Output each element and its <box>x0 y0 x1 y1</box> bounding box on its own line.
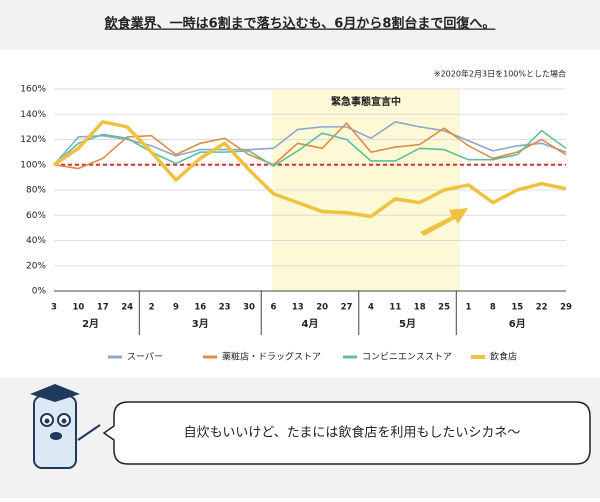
note: ※2020年2月3日を100%とした場合 <box>434 69 566 79</box>
y-tick-label: 120% <box>20 135 46 145</box>
bubble-text: 自炊もいいけど、たまには飲食店を利用もしたいシカネ〜 <box>184 425 521 441</box>
x-tick-label: 29 <box>560 303 572 313</box>
x-tick-label: 3 <box>51 303 57 313</box>
header-band <box>0 0 600 50</box>
month-label: 2月 <box>82 318 99 330</box>
month-label: 4月 <box>302 318 319 330</box>
legend-label: コンビニエンスストア <box>362 352 452 363</box>
y-tick-label: 20% <box>26 261 46 271</box>
x-tick-label: 9 <box>173 303 179 313</box>
x-tick-label: 23 <box>219 303 231 313</box>
x-tick-label: 22 <box>536 303 548 313</box>
series-line <box>53 121 567 166</box>
x-tick-label: 17 <box>97 303 109 313</box>
legend-label: 薬粧店・ドラッグストア <box>222 351 321 363</box>
mascot <box>30 384 101 469</box>
trend-arrow <box>420 208 468 236</box>
x-tick-label: 27 <box>341 303 353 313</box>
x-tick-label: 1 <box>466 303 472 313</box>
x-tick-label: 18 <box>414 303 426 313</box>
legend-label: スーパー <box>127 352 163 363</box>
month-label: 3月 <box>192 318 209 330</box>
series-line <box>53 120 567 219</box>
x-tick-label: 20 <box>316 303 328 313</box>
y-tick-label: 60% <box>26 211 46 221</box>
x-tick-label: 13 <box>292 303 304 313</box>
x-tick-label: 15 <box>511 303 523 313</box>
x-tick-label: 4 <box>368 303 374 313</box>
x-tick-label: 6 <box>270 303 276 313</box>
y-tick-label: 0% <box>32 287 47 297</box>
y-tick-label: 80% <box>26 186 46 196</box>
x-tick-label: 30 <box>243 303 255 313</box>
y-tick-label: 40% <box>26 236 46 246</box>
x-tick-label: 16 <box>194 303 206 313</box>
x-tick-label: 24 <box>121 303 133 313</box>
month-label: 6月 <box>509 318 526 330</box>
x-tick-label: 25 <box>438 303 450 313</box>
y-tick-label: 160% <box>20 85 46 95</box>
x-tick-label: 8 <box>490 303 496 313</box>
month-label: 5月 <box>399 318 416 330</box>
series-line <box>53 122 567 170</box>
series-line <box>53 129 567 167</box>
plot: 0%20%40%60%80%100%120%140%160%3 10 17 24 2 9 1… <box>20 85 572 363</box>
y-tick-label: 100% <box>20 160 46 170</box>
x-tick-label: 2 <box>149 303 155 313</box>
x-tick-label: 11 <box>389 303 401 313</box>
speech-bubble <box>102 401 591 465</box>
chart-title: 飲食業界、一時は6割まで落ち込むも、6月から8割台まで回復へ。 <box>104 16 496 32</box>
y-tick-label: 140% <box>20 110 46 120</box>
x-tick-label: 10 <box>72 303 84 313</box>
legend-label: 飲食店 <box>490 351 517 363</box>
annotation: 緊急事態宣言中 <box>331 95 401 108</box>
